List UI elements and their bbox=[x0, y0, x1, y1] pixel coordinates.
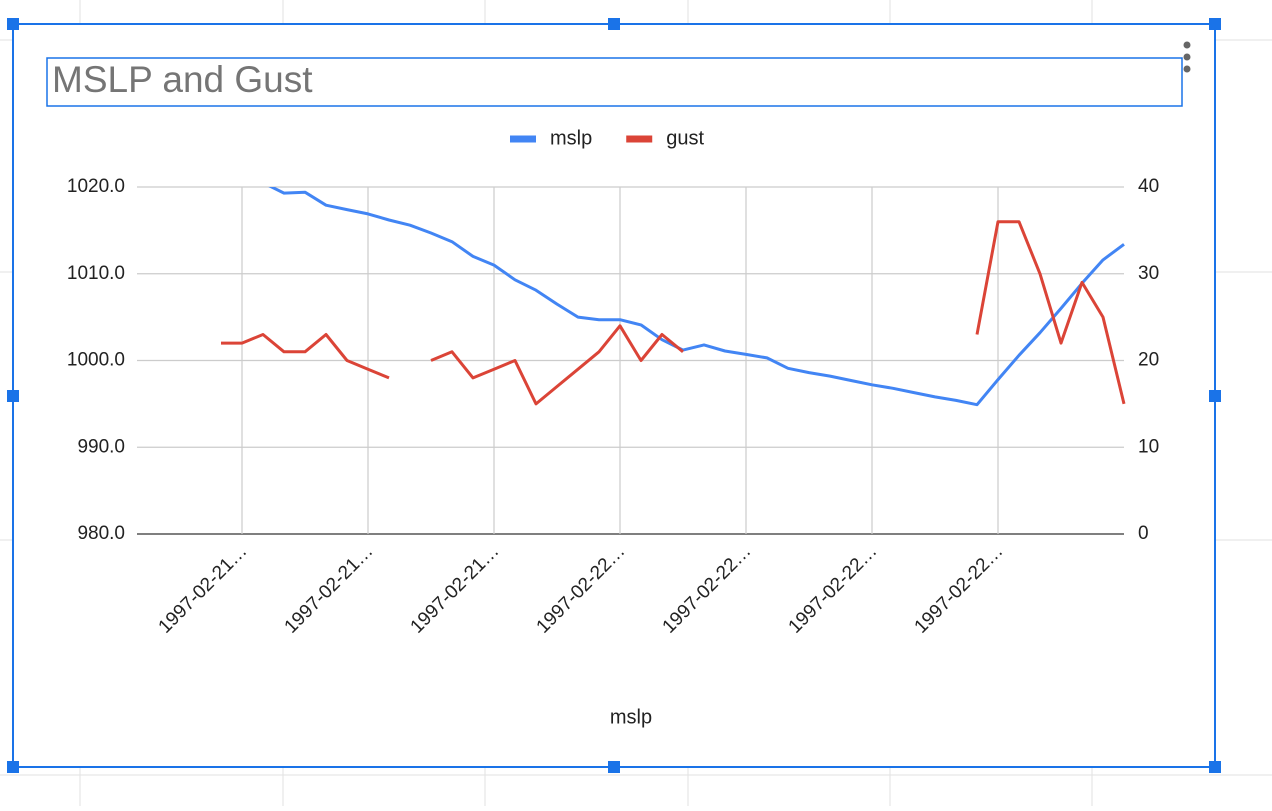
y-tick-label: 980.0 bbox=[77, 523, 125, 544]
resize-handles[interactable] bbox=[7, 18, 1221, 773]
y-tick-label: 1020.0 bbox=[67, 176, 125, 197]
legend-label: gust bbox=[666, 127, 704, 149]
y2-tick-label: 40 bbox=[1138, 176, 1159, 197]
y2-tick-label: 30 bbox=[1138, 263, 1159, 284]
legend-label: mslp bbox=[550, 127, 592, 149]
series-line bbox=[268, 187, 1125, 407]
plot-area bbox=[221, 187, 1126, 407]
chart-title: MSLP and Gust bbox=[52, 59, 313, 100]
y2-tick-label: 20 bbox=[1138, 350, 1159, 371]
y2-tick-label: 10 bbox=[1138, 436, 1159, 457]
y-tick-label: 990.0 bbox=[77, 436, 125, 457]
y-tick-label: 1000.0 bbox=[67, 350, 125, 371]
y-tick-label: 1010.0 bbox=[67, 263, 125, 284]
title-box[interactable] bbox=[46, 57, 1183, 107]
x-axis-title: mslp bbox=[610, 706, 652, 728]
y2-tick-label: 0 bbox=[1138, 523, 1149, 544]
chart-frame[interactable] bbox=[12, 23, 1216, 768]
series-line bbox=[221, 220, 1126, 406]
menu-dots[interactable] bbox=[1183, 41, 1191, 73]
